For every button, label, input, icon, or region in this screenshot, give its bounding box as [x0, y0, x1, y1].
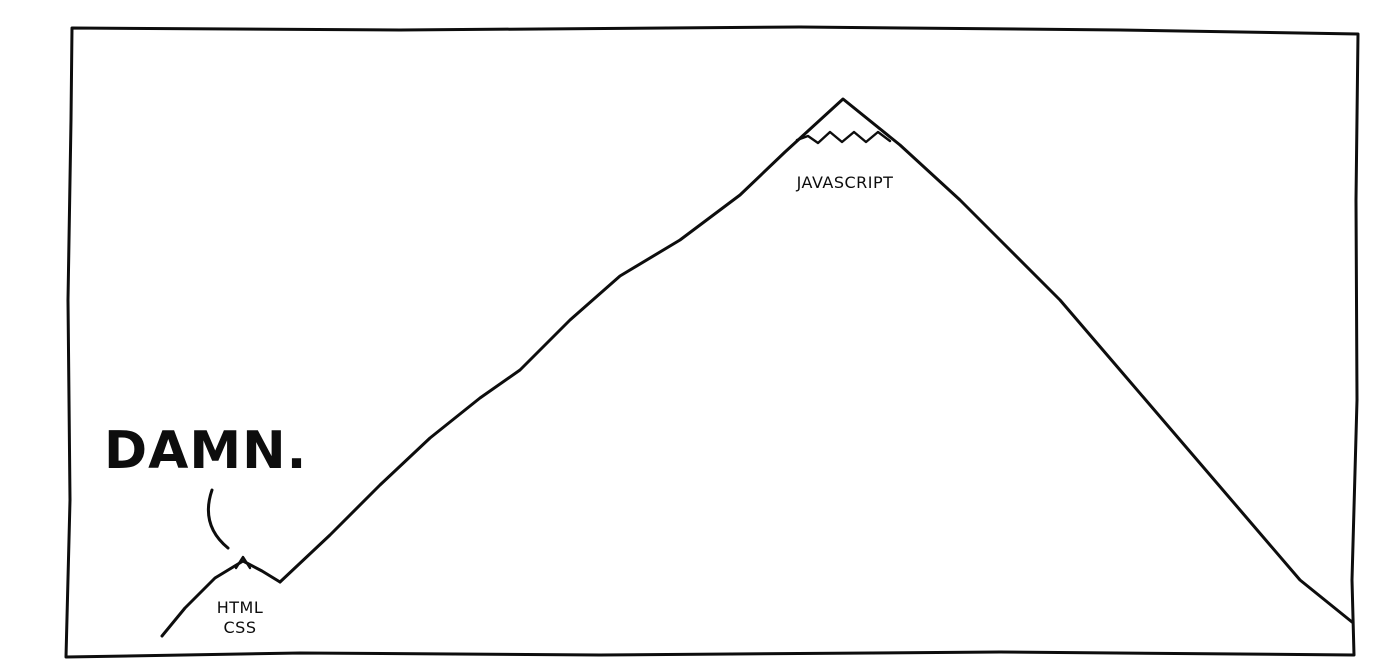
snow-cap: [795, 130, 892, 145]
small-mountain: [160, 559, 282, 638]
panel-border: [64, 25, 1360, 659]
html-label: HTML: [216, 598, 264, 617]
javascript-label: JAVASCRIPT: [796, 173, 894, 192]
damn-exclamation: DAMN.: [104, 421, 308, 481]
css-label: CSS: [223, 618, 257, 637]
small-peak-cap: [234, 555, 252, 570]
speech-tail: [206, 488, 230, 550]
big-mountain: [278, 97, 1354, 624]
